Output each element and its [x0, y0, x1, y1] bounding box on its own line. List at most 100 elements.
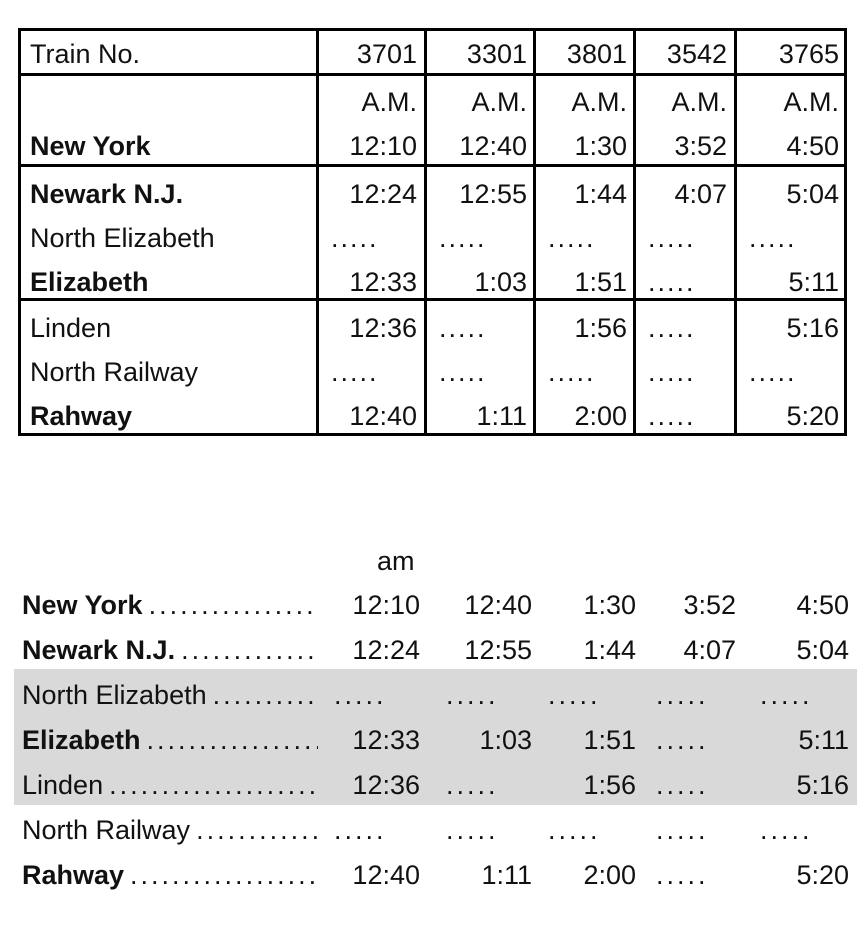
no-stop-dots: ..... — [648, 357, 696, 387]
no-stop-dots: ..... — [648, 223, 696, 253]
no-stop-dots: ..... — [749, 357, 797, 387]
no-stop-dots: ..... — [331, 223, 379, 253]
no-stop-dots: ..... — [548, 815, 601, 845]
departure-time: 4:50 — [786, 131, 839, 161]
departure-time: 2:00 — [583, 860, 636, 890]
column-divider — [633, 31, 636, 433]
no-stop-dots: ..... — [548, 680, 601, 710]
column-divider — [316, 31, 319, 433]
departure-time: 12:40 — [349, 401, 417, 431]
no-stop-dots: ..... — [548, 357, 596, 387]
departure-time: 1:03 — [479, 725, 532, 755]
departure-time: 12:36 — [352, 770, 420, 800]
departure-time: 12:40 — [352, 860, 420, 890]
no-stop-dots: ..... — [648, 267, 696, 297]
departure-time: 12:24 — [352, 635, 420, 665]
departure-time: 12:40 — [464, 590, 532, 620]
am-label: A.M. — [571, 87, 627, 117]
station-name: Linden — [30, 313, 112, 343]
train-number: 3701 — [356, 39, 417, 69]
departure-time: 5:11 — [788, 267, 839, 297]
departure-time: 1:11 — [481, 860, 532, 890]
station-name: North Elizabeth — [22, 680, 207, 710]
timetable-plain: am New York.................... 12:10 12:4… — [0, 540, 867, 920]
column-divider — [533, 31, 536, 433]
departure-time: 5:20 — [796, 860, 849, 890]
departure-time: 2:00 — [574, 401, 627, 431]
row-divider — [21, 298, 844, 301]
departure-time: 1:56 — [583, 770, 636, 800]
am-label: A.M. — [783, 87, 839, 117]
dot-leader: .................... — [148, 590, 318, 620]
no-stop-dots: ..... — [331, 357, 379, 387]
no-stop-dots: ..... — [656, 770, 709, 800]
departure-time: 1:03 — [474, 267, 527, 297]
departure-time: 12:24 — [349, 179, 417, 209]
departure-time: 1:51 — [574, 267, 627, 297]
column-divider — [734, 31, 737, 433]
departure-time: 1:56 — [574, 313, 627, 343]
departure-time: 5:11 — [798, 725, 849, 755]
station-name: Linden — [22, 770, 104, 800]
station-name: Elizabeth — [22, 725, 141, 755]
no-stop-dots: ..... — [446, 680, 499, 710]
departure-time: 5:20 — [786, 401, 839, 431]
am-label: A.M. — [361, 87, 417, 117]
timetable-bordered: Train No. 3701 3301 3801 3542 3765 A.M. … — [18, 28, 847, 436]
dot-leader: .................... — [109, 770, 318, 800]
no-stop-dots: ..... — [648, 313, 696, 343]
shaded-band — [14, 669, 857, 805]
train-number: 3801 — [566, 39, 627, 69]
departure-time: 4:07 — [674, 179, 727, 209]
no-stop-dots: ..... — [656, 815, 709, 845]
departure-time: 4:50 — [796, 590, 849, 620]
train-number: 3301 — [466, 39, 527, 69]
dot-leader: .................... — [212, 680, 318, 710]
station-name: New York — [30, 131, 151, 161]
departure-time: 1:11 — [476, 401, 527, 431]
departure-time: 12:55 — [459, 179, 527, 209]
am-label: A.M. — [471, 87, 527, 117]
dot-leader: .................... — [130, 860, 318, 890]
no-stop-dots: ..... — [656, 680, 709, 710]
am-label: A.M. — [671, 87, 727, 117]
departure-time: 12:10 — [352, 590, 420, 620]
no-stop-dots: ..... — [760, 815, 813, 845]
departure-time: 5:16 — [786, 313, 839, 343]
departure-time: 1:30 — [583, 590, 636, 620]
train-number: 3765 — [778, 39, 839, 69]
dot-leader: .................... — [181, 635, 318, 665]
row-divider — [21, 73, 844, 76]
departure-time: 3:52 — [683, 590, 736, 620]
departure-time: 12:33 — [349, 267, 417, 297]
departure-time: 3:52 — [674, 131, 727, 161]
no-stop-dots: ..... — [334, 680, 387, 710]
departure-time: 12:10 — [349, 131, 417, 161]
departure-time: 5:16 — [796, 770, 849, 800]
no-stop-dots: ..... — [656, 725, 709, 755]
departure-time: 1:30 — [574, 131, 627, 161]
no-stop-dots: ..... — [446, 815, 499, 845]
departure-time: 1:51 — [583, 725, 636, 755]
no-stop-dots: ..... — [439, 357, 487, 387]
departure-time: 1:44 — [583, 635, 636, 665]
no-stop-dots: ..... — [760, 680, 813, 710]
station-name: North Railway — [22, 815, 191, 845]
departure-time: 12:33 — [352, 725, 420, 755]
dot-leader: .................... — [146, 725, 318, 755]
departure-time: 12:55 — [464, 635, 532, 665]
station-name: Elizabeth — [30, 267, 149, 297]
no-stop-dots: ..... — [548, 223, 596, 253]
no-stop-dots: ..... — [439, 313, 487, 343]
no-stop-dots: ..... — [439, 223, 487, 253]
dot-leader: .................... — [196, 815, 318, 845]
column-divider — [424, 31, 427, 433]
departure-time: 12:40 — [459, 131, 527, 161]
row-divider — [21, 164, 844, 167]
train-no-label: Train No. — [30, 39, 141, 69]
station-name: Rahway — [30, 401, 133, 431]
station-name: North Railway — [30, 357, 199, 387]
departure-time: 5:04 — [796, 635, 849, 665]
departure-time: 4:07 — [683, 635, 736, 665]
no-stop-dots: ..... — [446, 770, 499, 800]
